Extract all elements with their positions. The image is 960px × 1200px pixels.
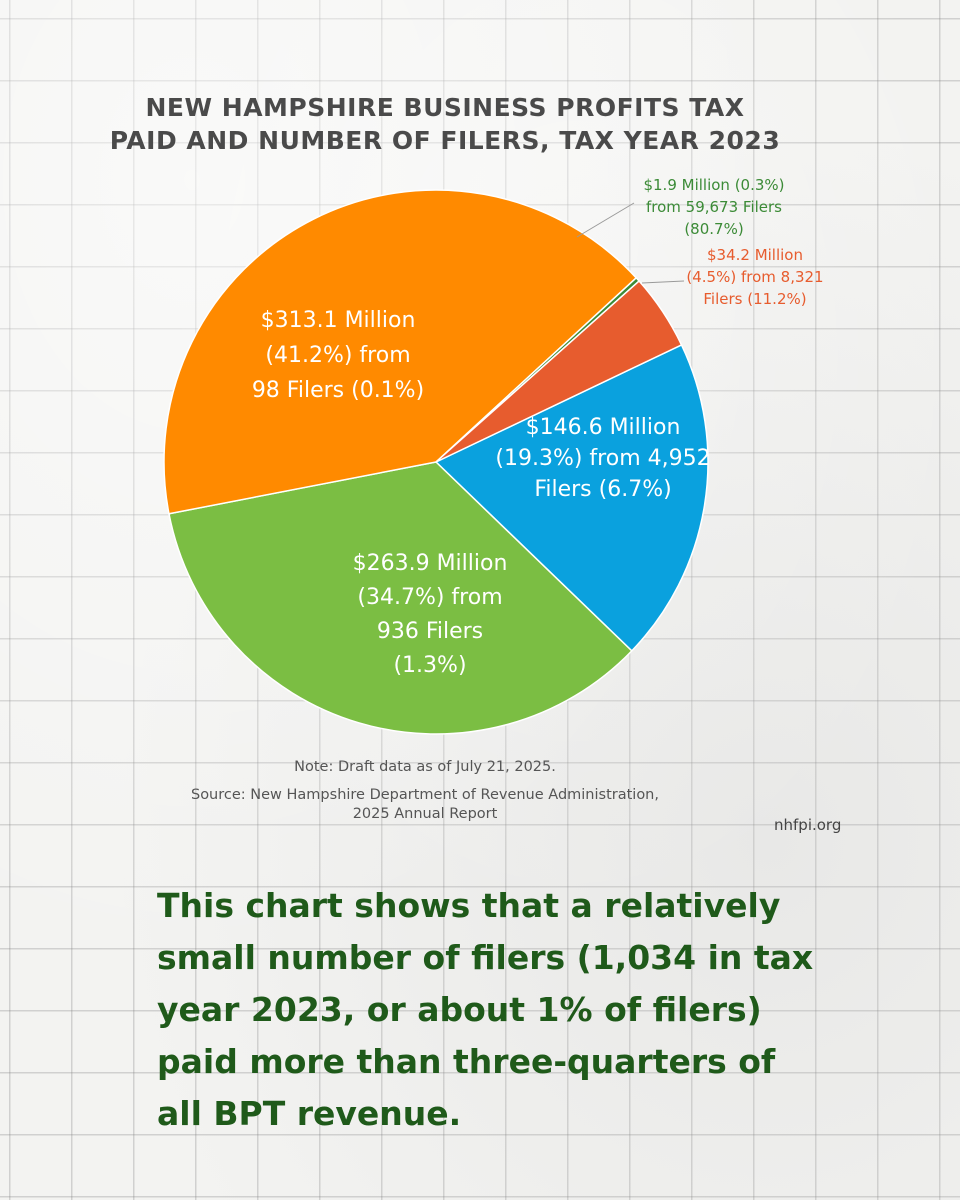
slice-label-3-line-2: (41.2%) from <box>265 343 410 368</box>
slice-label-3-line-3: 98 Filers (0.1%) <box>252 378 424 403</box>
slice-label-4-line-2: from 59,673 Filers <box>646 198 782 216</box>
slice-label-2-line-3: 936 Filers <box>377 619 483 644</box>
pie-slice-1 <box>434 343 709 652</box>
leader-line-4 <box>576 202 635 238</box>
chart-title-line-1: NEW HAMPSHIRE BUSINESS PROFITS TAX <box>145 93 745 122</box>
slice-label-1-line-1: $146.6 Million <box>526 415 681 440</box>
summary-line-2: small number of filers (1,034 in tax <box>157 938 814 977</box>
slice-label-1: $146.6 Million (19.3%) from 4,952 Filers (… <box>495 415 710 502</box>
slice-label-5-line-1: $34.2 Million <box>707 246 803 264</box>
slice-label-4-line-1: $1.9 Million (0.3%) <box>643 176 784 194</box>
source-note-line-2: 2025 Annual Report <box>352 806 498 822</box>
slice-label-2-line-4: (1.3%) <box>393 653 466 678</box>
leader-line-5 <box>641 280 685 284</box>
summary-line-3: year 2023, or about 1% of filers) <box>157 990 762 1029</box>
data-note: Note: Draft data as of July 21, 2025. <box>294 759 556 775</box>
slice-label-4-line-3: (80.7%) <box>684 220 743 238</box>
source-note-line-1: Source: New Hampshire Department of Reve… <box>190 787 659 803</box>
slice-label-3: $313.1 Million (41.2%) from 98 Filers (0.1… <box>252 308 424 403</box>
slice-label-5-line-3: Filers (11.2%) <box>703 290 806 308</box>
pie-slice-2 <box>168 461 633 735</box>
slice-label-2: $263.9 Million (34.7%) from 936 Filers (1.3… <box>353 551 508 678</box>
pie-slice-5 <box>435 279 683 463</box>
chart-title-line-2: PAID AND NUMBER OF FILERS, TAX YEAR 2023 <box>109 126 781 155</box>
pie-slice-3 <box>163 189 638 515</box>
slice-label-2-line-1: $263.9 Million <box>353 551 508 576</box>
site-url: nhfpi.org <box>774 816 842 834</box>
summary-line-1: This chart shows that a relatively <box>157 886 781 925</box>
pie-chart: $146.6 Million (19.3%) from 4,952 Filers (… <box>163 176 824 735</box>
slice-label-3-line-1: $313.1 Million <box>261 308 416 333</box>
slice-label-2-line-2: (34.7%) from <box>357 585 502 610</box>
slice-label-5: $34.2 Million (4.5%) from 8,321 Filers (11… <box>686 246 823 308</box>
slice-label-1-line-2: (19.3%) from 4,952 <box>495 446 710 471</box>
summary-line-5: all BPT revenue. <box>157 1094 462 1133</box>
slice-label-5-line-2: (4.5%) from 8,321 <box>686 268 823 286</box>
slice-label-4: $1.9 Million (0.3%) from 59,673 Filers (80… <box>643 176 784 238</box>
slice-label-1-line-3: Filers (6.7%) <box>534 477 671 502</box>
summary-line-4: paid more than three-quarters of <box>157 1042 776 1081</box>
